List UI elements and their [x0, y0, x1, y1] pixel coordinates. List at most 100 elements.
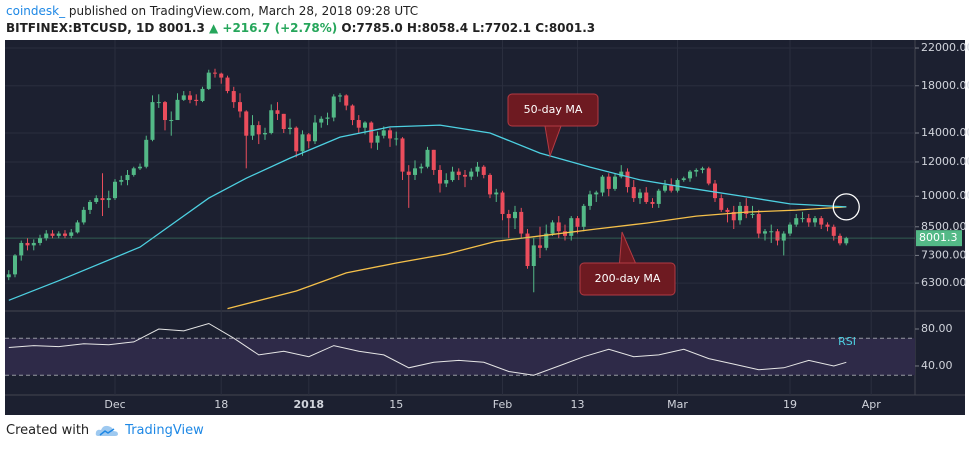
- candle-body: [263, 132, 267, 135]
- candle-body: [481, 166, 486, 175]
- candle-body: [413, 168, 417, 175]
- publish-line: coindesk_ published on TradingView.com, …: [6, 3, 595, 20]
- candle-body: [756, 213, 761, 234]
- rsi-tick-label: 80.00: [921, 322, 953, 335]
- candle-body: [181, 95, 186, 100]
- candle-body: [838, 235, 842, 244]
- brand[interactable]: TradingView: [125, 423, 204, 438]
- candle-body: [238, 102, 242, 112]
- candle-body: [356, 120, 361, 128]
- created-with: Created with: [6, 423, 90, 438]
- candle-body: [519, 211, 524, 234]
- ohlc-high: H:8058.4: [406, 21, 469, 35]
- rsi-label: RSI: [838, 335, 856, 348]
- callout: 50-day MA: [507, 93, 599, 158]
- candle-body: [13, 255, 17, 275]
- candle-body: [106, 198, 111, 201]
- candle-body: [594, 192, 599, 195]
- candle-body: [113, 181, 117, 199]
- candle-body: [319, 118, 324, 123]
- candle-body: [569, 218, 574, 236]
- candle-body: [575, 218, 580, 227]
- candle-body: [256, 125, 261, 135]
- candle-body: [825, 224, 830, 227]
- header: coindesk_ published on TradingView.com, …: [6, 3, 595, 37]
- candle-body: [294, 127, 299, 152]
- candle-body: [781, 233, 786, 241]
- candle-body: [38, 238, 42, 243]
- candle-body: [769, 231, 774, 233]
- ma50-line: [8, 124, 847, 301]
- candle-body: [200, 88, 205, 101]
- candle-body: [494, 192, 499, 195]
- candle-body: [463, 174, 467, 177]
- candle-body: [425, 149, 430, 167]
- candle-body: [63, 233, 67, 236]
- candle-body: [369, 122, 374, 143]
- candle-body: [288, 127, 292, 130]
- candle-body: [588, 194, 592, 206]
- ma200-line: [227, 206, 847, 310]
- plot-background: [5, 40, 915, 395]
- candle-body: [675, 180, 680, 191]
- candle-body: [638, 192, 642, 199]
- candle-body: [81, 209, 86, 223]
- candle-body: [550, 222, 555, 234]
- candle-body: [438, 169, 442, 184]
- ohlc-low: L:7702.1: [472, 21, 532, 35]
- author[interactable]: coindesk_: [6, 4, 66, 18]
- candle-body: [500, 192, 505, 214]
- candle-body: [119, 180, 124, 182]
- candle-body: [69, 232, 74, 236]
- x-tick-label: Mar: [667, 398, 688, 411]
- candle-body: [688, 171, 692, 179]
- candle-body: [531, 245, 536, 266]
- candle-body: [75, 222, 80, 233]
- candle-body: [225, 77, 230, 92]
- candle-body: [381, 130, 386, 136]
- candle-body: [281, 113, 286, 130]
- candle-body: [475, 166, 480, 172]
- candle-body: [344, 95, 349, 106]
- candle-body: [619, 171, 624, 177]
- candle-body: [606, 176, 611, 189]
- candle-body: [213, 72, 217, 74]
- candle-body: [100, 198, 105, 201]
- candle-body: [306, 134, 311, 142]
- x-tick-label: 13: [571, 398, 585, 411]
- candle-body: [206, 72, 211, 89]
- symbol: BITFINEX:BTCUSD, 1D: [6, 21, 155, 35]
- candle-body: [744, 205, 749, 214]
- candle-body: [150, 102, 155, 140]
- candle-body: [731, 211, 736, 221]
- callout: 200-day MA: [579, 231, 676, 296]
- candle-body: [125, 174, 130, 181]
- candle-body: [563, 231, 567, 236]
- candle-body: [681, 178, 686, 181]
- candle-body: [694, 169, 699, 172]
- candle-body: [250, 125, 255, 136]
- candle-body: [656, 190, 661, 204]
- candle-body: [600, 176, 605, 193]
- candle-body: [469, 171, 474, 177]
- candle-body: [700, 168, 705, 170]
- candle-body: [394, 138, 399, 140]
- candle-body: [44, 233, 49, 239]
- candle-body: [625, 171, 630, 188]
- candle-body: [544, 233, 549, 248]
- last-price-box: [916, 230, 962, 247]
- candle-body: [725, 209, 730, 212]
- candle-body: [813, 218, 817, 223]
- candle-body: [444, 180, 449, 184]
- symbol-line: BITFINEX:BTCUSD, 1D 8001.3 ▲ +216.7 (+2.…: [6, 20, 595, 37]
- candle-body: [31, 242, 36, 246]
- candle-body: [831, 226, 836, 236]
- callout-box: [507, 93, 599, 127]
- candle-body: [163, 102, 167, 121]
- candle-body: [156, 102, 161, 104]
- candle-body: [338, 95, 342, 97]
- footer: Created with TradingView: [6, 423, 204, 438]
- x-tick-label: Feb: [493, 398, 512, 411]
- candle-body: [300, 134, 305, 152]
- candle-body: [525, 233, 530, 266]
